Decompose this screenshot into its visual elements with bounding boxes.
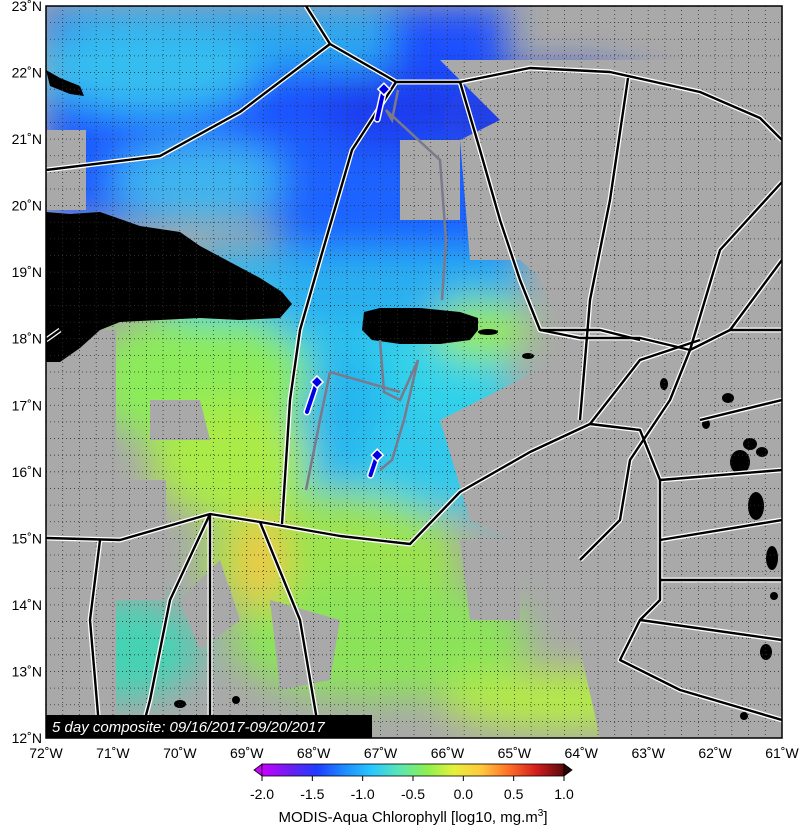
colorbar-ticks: -2.0 -1.5 -1.0 -0.5 0.0 0.5 1.0 <box>250 776 574 802</box>
lat-tick-label: 14˚N <box>12 597 42 613</box>
colorbar-ramp <box>261 763 565 777</box>
colorbar-tick-label: -2.0 <box>250 786 274 802</box>
lon-tick-label: 71˚W <box>96 745 130 761</box>
land <box>46 70 778 720</box>
colorbar-tick-label: 1.0 <box>554 786 574 802</box>
glider-west-position-marker <box>309 374 325 390</box>
composite-label-box: 5 day composite: 09/16/2017-09/20/2017 <box>46 715 372 738</box>
lon-tick-label: 68˚W <box>297 745 331 761</box>
colorbar-title: MODIS-Aqua Chlorophyll [log10, mg.m3] <box>278 808 547 826</box>
glider-north-position-marker <box>376 82 391 97</box>
colorbar: -2.0 -1.5 -1.0 -0.5 0.0 0.5 1.0 MODIS-Aqua Chl… <box>250 763 574 826</box>
lat-tick-label: 16˚N <box>12 464 42 480</box>
lat-tick-label: 18˚N <box>12 331 42 347</box>
colorbar-high-arrow <box>563 763 573 777</box>
lon-tick-label: 70˚W <box>163 745 197 761</box>
latitude-labels: 12˚N 13˚N 14˚N 15˚N 16˚N 17˚N 18˚N 19˚N 20˚N 21˚N… <box>12 0 42 746</box>
lon-tick-label: 64˚W <box>565 745 599 761</box>
colorbar-low-arrow <box>253 763 263 777</box>
graticule <box>46 6 782 738</box>
longitude-labels: 72˚W 71˚W 70˚W 69˚W 68˚W 67˚W 66˚W 65˚W 64˚W 63˚W… <box>29 745 799 761</box>
lon-tick-label: 63˚W <box>631 745 665 761</box>
hispaniola <box>46 212 292 362</box>
lat-tick-label: 20˚N <box>12 198 42 214</box>
lat-tick-label: 21˚N <box>12 131 42 147</box>
lat-tick-label: 19˚N <box>12 264 42 280</box>
lon-tick-label: 62˚W <box>698 745 732 761</box>
glider-paths <box>304 89 448 491</box>
lon-tick-label: 69˚W <box>230 745 264 761</box>
lat-tick-label: 13˚N <box>12 663 42 679</box>
composite-label: 5 day composite: 09/16/2017-09/20/2017 <box>52 719 325 736</box>
colorbar-tick-label: -0.5 <box>401 786 425 802</box>
glider-tracks <box>303 82 391 479</box>
map-area: 5 day composite: 09/16/2017-09/20/2017 <box>46 6 782 738</box>
colorbar-tick-label: 0.0 <box>454 786 474 802</box>
lat-tick-label: 15˚N <box>12 530 42 546</box>
lon-tick-label: 67˚W <box>364 745 398 761</box>
lat-tick-label: 17˚N <box>12 397 42 413</box>
lat-tick-label: 22˚N <box>12 65 42 81</box>
lat-tick-label: 23˚N <box>12 0 42 14</box>
colorbar-tick-label: -1.5 <box>300 786 324 802</box>
lon-tick-label: 65˚W <box>498 745 532 761</box>
lon-tick-label: 66˚W <box>431 745 465 761</box>
puerto-rico <box>362 308 478 344</box>
lon-tick-label: 61˚W <box>765 745 799 761</box>
colorbar-tick-label: 0.5 <box>504 786 524 802</box>
map-frame <box>45 5 783 739</box>
colorbar-tick-label: -1.0 <box>351 786 375 802</box>
lat-tick-label: 12˚N <box>12 730 42 746</box>
glider-south-position-marker <box>370 448 385 463</box>
lon-tick-label: 72˚W <box>29 745 63 761</box>
